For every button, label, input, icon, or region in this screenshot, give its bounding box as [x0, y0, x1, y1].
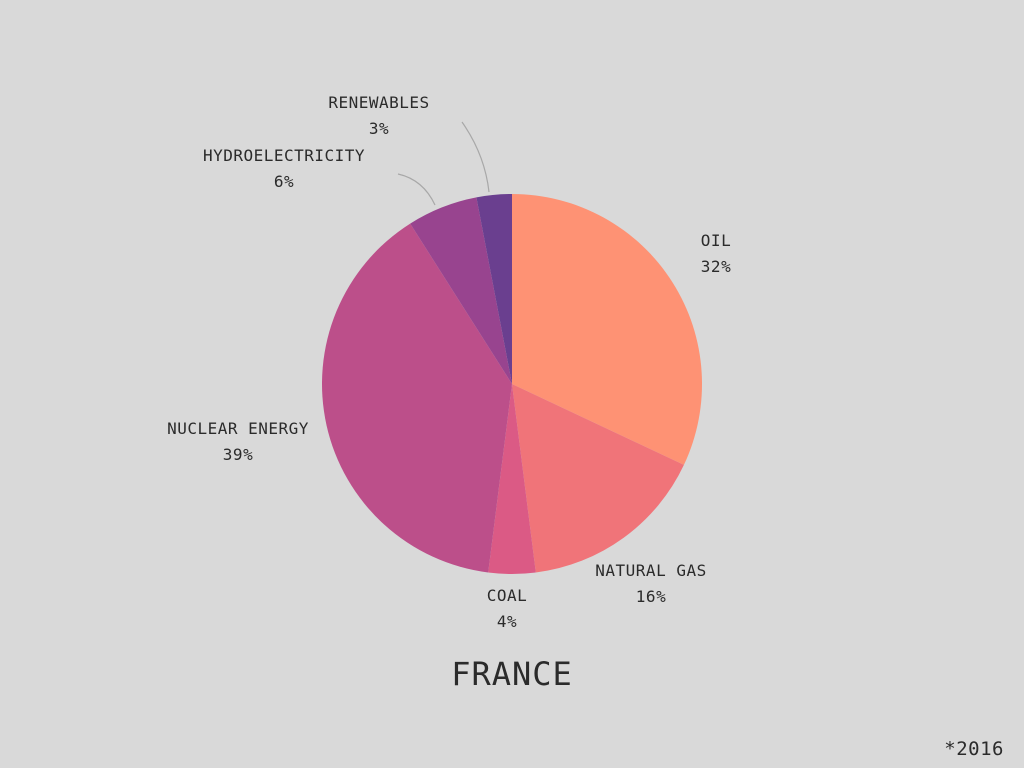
pie-slice-oil — [512, 194, 703, 465]
slice-value-label-coal: 4% — [497, 612, 517, 631]
slice-name-label-natural-gas: NATURAL GAS — [595, 561, 706, 580]
slice-name-label-hydroelectricity: HYDROELECTRICITY — [203, 146, 365, 165]
chart-title: FRANCE — [451, 655, 573, 693]
slice-name-label-renewables: RENEWABLES — [328, 93, 429, 112]
footnote-year: *2016 — [944, 738, 1004, 760]
pie-slice-natural-gas — [512, 384, 684, 573]
slice-name-label-oil: OIL — [701, 231, 731, 250]
slice-value-label-nuclear-energy: 39% — [223, 445, 253, 464]
slice-name-label-coal: COAL — [487, 586, 528, 605]
leader-line-renewables — [461, 121, 490, 193]
leader-line-hydroelectricity — [397, 173, 436, 206]
slice-value-label-natural-gas: 16% — [636, 587, 666, 606]
pie-slice-coal — [488, 384, 536, 574]
pie-slice-hydroelectricity — [410, 197, 512, 384]
slice-name-label-nuclear-energy: NUCLEAR ENERGY — [167, 419, 309, 438]
slice-value-label-oil: 32% — [701, 257, 731, 276]
slice-value-label-hydroelectricity: 6% — [274, 172, 294, 191]
pie-slice-nuclear-energy — [322, 223, 512, 573]
pie-slice-renewables — [476, 194, 512, 384]
slice-value-label-renewables: 3% — [369, 119, 389, 138]
